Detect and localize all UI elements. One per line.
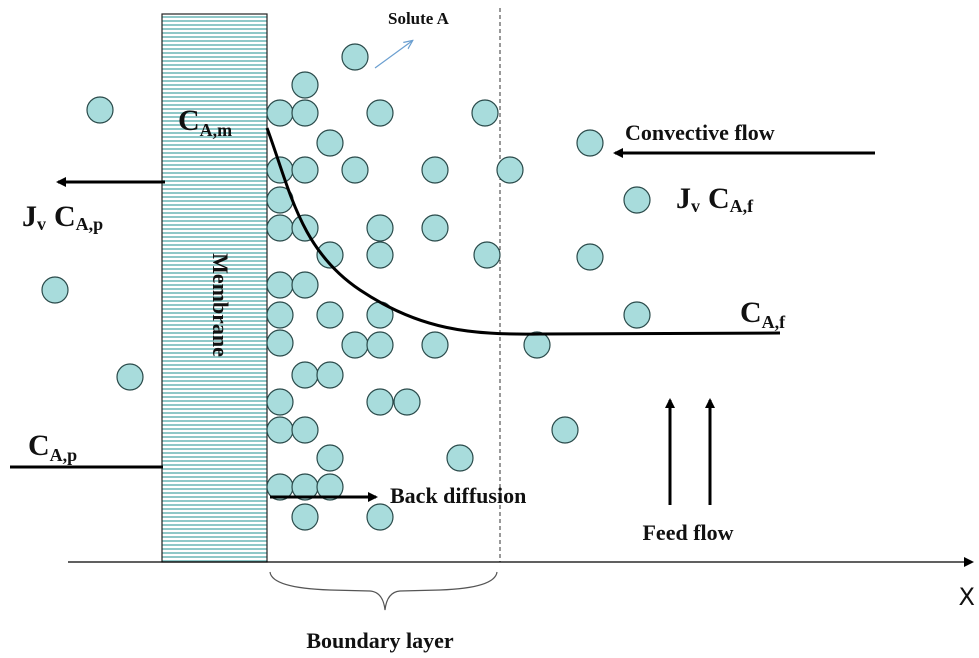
brace [269, 571, 498, 611]
flux-perm-label: Jv CA,p [22, 200, 103, 234]
particle [341, 156, 369, 184]
particle [366, 503, 394, 531]
particle [366, 241, 394, 269]
c-af-label: CA,f [740, 296, 786, 332]
particle [266, 329, 294, 357]
c-ap-label: CA,p [28, 429, 77, 465]
membrane-label: Membrane [208, 253, 233, 357]
particle [366, 331, 394, 359]
solute-label: Solute A [388, 9, 450, 28]
concentration-curve [265, 127, 781, 336]
subscript: A,p [50, 445, 78, 465]
particle [316, 301, 344, 329]
particle [623, 186, 651, 214]
particle [366, 214, 394, 242]
symbol: J [676, 182, 691, 215]
subscript: A,f [730, 196, 754, 216]
particle [291, 71, 319, 99]
particle [366, 388, 394, 416]
particle [316, 361, 344, 389]
particle [316, 473, 344, 501]
symbol: C [178, 104, 200, 137]
symbol: C [28, 429, 50, 462]
solute-particles [41, 43, 651, 531]
particle [266, 388, 294, 416]
subscript: v [691, 196, 700, 216]
particle [341, 43, 369, 71]
particle [316, 241, 344, 269]
particle [266, 416, 294, 444]
particle [496, 156, 524, 184]
axis-label: X [959, 583, 975, 611]
particle [341, 331, 369, 359]
particle [291, 99, 319, 127]
boundary-layer-label: Boundary layer [306, 628, 454, 653]
particle [266, 301, 294, 329]
subscript: A,p [76, 214, 104, 234]
particle [393, 388, 421, 416]
particle [86, 96, 114, 124]
flux-feed-label: Jv CA,f [676, 182, 754, 216]
particle [291, 156, 319, 184]
feed-flow-label: Feed flow [642, 520, 733, 545]
particle [116, 363, 144, 391]
particle [291, 416, 319, 444]
particle [316, 444, 344, 472]
symbol: C [740, 296, 762, 329]
particle [291, 271, 319, 299]
particle [266, 214, 294, 242]
back-diffusion-label: Back diffusion [390, 483, 526, 508]
convective-flow-label: Convective flow [625, 120, 775, 145]
c-am-label: CA,m [178, 104, 232, 140]
particle [366, 99, 394, 127]
particle [266, 271, 294, 299]
particle [291, 503, 319, 531]
solute-arrow [374, 41, 412, 69]
particle [266, 99, 294, 127]
particle [421, 331, 449, 359]
membrane [161, 13, 268, 563]
symbol: J [22, 200, 37, 233]
particle [471, 99, 499, 127]
symbol: C [708, 182, 730, 215]
particle [576, 243, 604, 271]
particle [421, 156, 449, 184]
particle [473, 241, 501, 269]
particle [446, 444, 474, 472]
particle [523, 331, 551, 359]
subscript: v [37, 214, 46, 234]
particle [551, 416, 579, 444]
subscript: A,f [762, 312, 786, 332]
particle [421, 214, 449, 242]
symbol: C [54, 200, 76, 233]
particle [291, 361, 319, 389]
particle [316, 129, 344, 157]
subscript: A,m [200, 120, 233, 140]
particle [623, 301, 651, 329]
particle [576, 129, 604, 157]
particle [41, 276, 69, 304]
